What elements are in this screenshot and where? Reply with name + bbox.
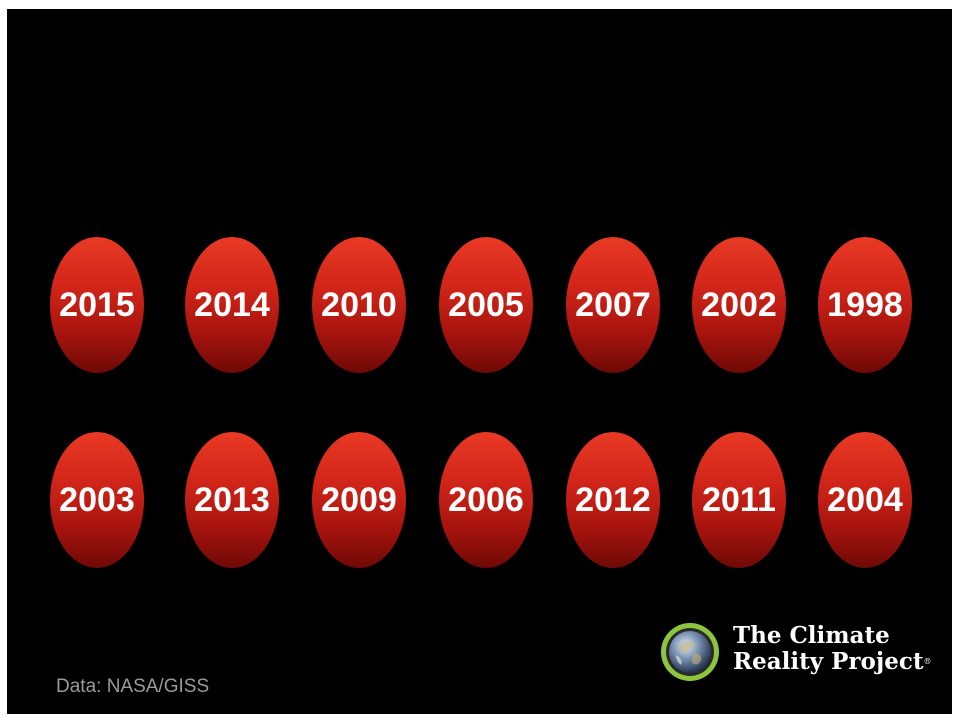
logo-wordmark: The Climate Reality Project® xyxy=(733,623,931,675)
year-label: 2015 xyxy=(59,285,135,324)
year-oval: 2014 xyxy=(185,237,279,373)
year-oval: 2007 xyxy=(566,237,660,373)
year-oval: 2009 xyxy=(312,432,406,568)
year-oval: 2011 xyxy=(692,432,786,568)
year-oval: 2003 xyxy=(50,432,144,568)
year-label: 2014 xyxy=(194,285,270,324)
logo-line-1: The Climate xyxy=(733,622,890,649)
year-row-top: 2015 2014 2010 2005 2007 2002 1998 xyxy=(7,237,952,377)
year-label: 2005 xyxy=(448,285,524,324)
climate-reality-logo: The Climate Reality Project® xyxy=(659,619,949,691)
year-oval: 2013 xyxy=(185,432,279,568)
year-oval: 2010 xyxy=(312,237,406,373)
year-label: 2011 xyxy=(702,480,776,519)
year-oval: 2006 xyxy=(439,432,533,568)
slide: 2015 2014 2010 2005 2007 2002 1998 2003 … xyxy=(7,9,952,714)
year-oval: 2004 xyxy=(818,432,912,568)
year-label: 2002 xyxy=(701,285,777,324)
year-label: 2004 xyxy=(827,480,903,519)
year-row-bottom: 2003 2013 2009 2006 2012 2011 2004 xyxy=(7,432,952,572)
year-label: 2007 xyxy=(575,285,651,324)
year-label: 2012 xyxy=(575,480,651,519)
year-label: 1998 xyxy=(827,285,903,324)
year-label: 2013 xyxy=(194,480,270,519)
year-label: 2003 xyxy=(59,480,135,519)
year-oval: 2012 xyxy=(566,432,660,568)
logo-line-2: Reality Project® xyxy=(733,649,931,675)
registered-mark: ® xyxy=(923,657,932,666)
year-label: 2009 xyxy=(321,480,397,519)
logo-line-2-text: Reality Project xyxy=(733,648,924,675)
year-label: 2010 xyxy=(321,285,397,324)
earth-globe-icon xyxy=(661,623,719,681)
year-oval: 2015 xyxy=(50,237,144,373)
year-label: 2006 xyxy=(448,480,524,519)
year-oval: 2002 xyxy=(692,237,786,373)
year-oval: 1998 xyxy=(818,237,912,373)
data-source-label: Data: NASA/GISS xyxy=(56,676,210,697)
year-oval: 2005 xyxy=(439,237,533,373)
